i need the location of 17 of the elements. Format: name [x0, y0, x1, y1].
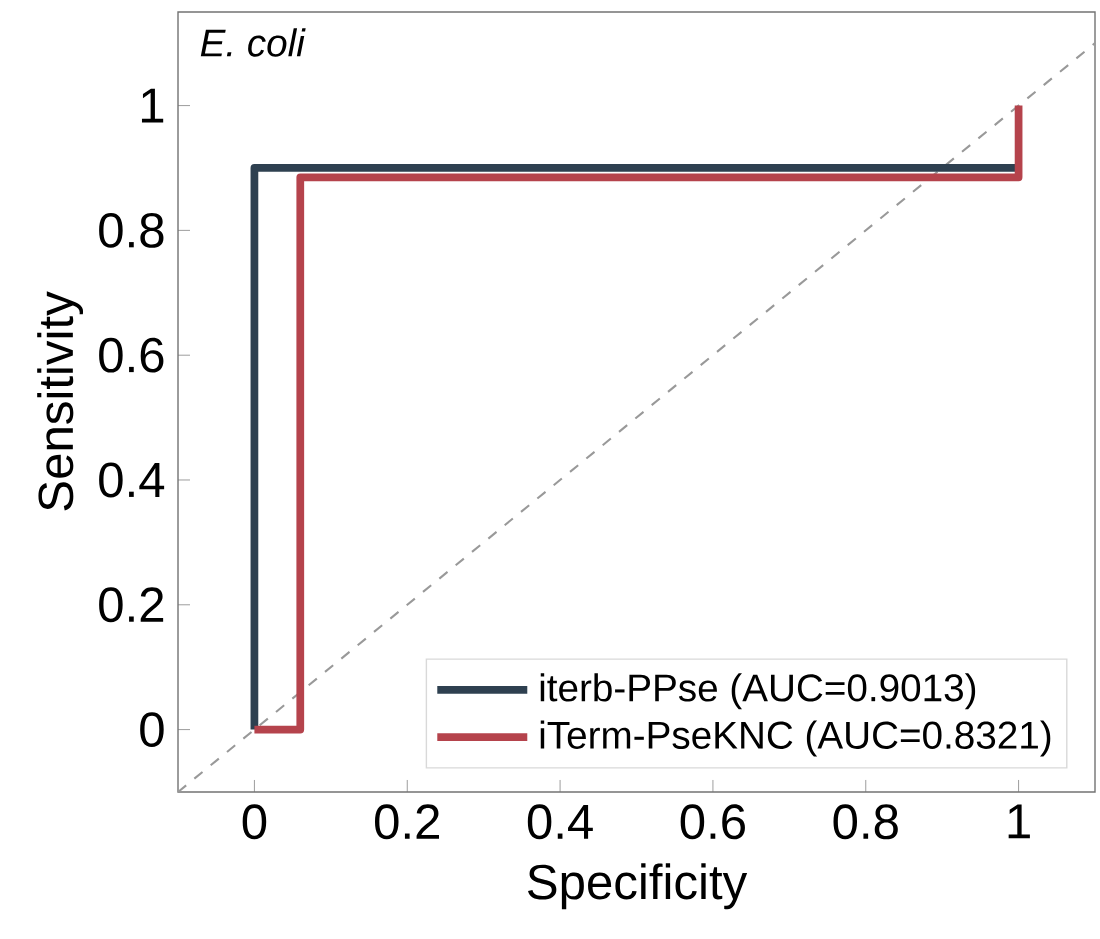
- y-tick-label: 0.2: [99, 587, 164, 623]
- x-tick-label: 1: [1008, 804, 1030, 839]
- y-tick-label: 0.8: [99, 212, 164, 248]
- x-tick-label: 0: [242, 804, 267, 840]
- y-axis-title: Sensitivity: [37, 291, 84, 511]
- x-tick-label: 0.4: [527, 804, 593, 840]
- annotation: E. coli: [200, 28, 306, 57]
- y-tick-label: 0.4: [99, 462, 165, 498]
- x-tick-label: 0.8: [833, 804, 898, 840]
- y-tick-label: 0: [140, 712, 164, 748]
- x-tick-label: 0.2: [374, 804, 440, 840]
- legend-label: iterb-PPse (AUC=0.9013): [540, 673, 976, 710]
- y-tick-label: 1: [141, 88, 164, 123]
- legend-label: iTerm-PseKNC (AUC=0.8321): [540, 720, 1051, 757]
- x-axis-title: Specificity: [528, 863, 748, 910]
- y-tick-label: 0.6: [99, 337, 164, 373]
- x-tick-label: 0.6: [680, 804, 745, 840]
